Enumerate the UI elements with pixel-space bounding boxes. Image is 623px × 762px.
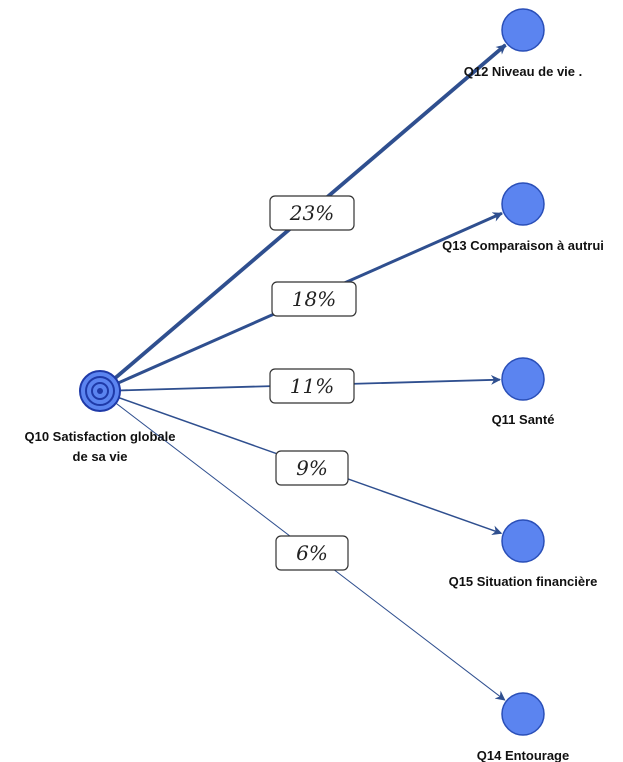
edge-label-q12: 23% [289,201,334,225]
node-q13[interactable] [501,182,545,226]
edge-label-box-q13 [271,281,357,317]
edge-label-box-q14 [275,535,349,571]
node-q15[interactable] [501,519,545,563]
edge-label-q14: 6% [296,541,328,565]
node-label-q15: Q15 Situation financière [449,574,598,589]
edge-labels-layer: 23% 18% 11% 9% 6% [269,195,357,571]
source-label-line-2: de sa vie [73,449,128,464]
edge-label-box-q12 [269,195,355,231]
source-label-line-1: Q10 Satisfaction globale [25,429,176,444]
edge-label-box-q11 [269,368,355,404]
source-node-ring-3 [91,382,109,400]
edge-label-box-q15 [275,450,349,486]
source-node-core [97,388,103,394]
node-label-q13: Q13 Comparaison à autrui [442,238,604,253]
edge-label-q11: 11% [290,374,334,398]
node-label-q11: Q11 Santé [492,412,555,427]
nodes-layer: Q12 Niveau de vie . Q13 Comparaison à aut… [442,8,604,762]
node-q14[interactable] [501,692,545,736]
source-node-ring-2 [85,376,115,406]
node-label-q14: Q14 Entourage [477,748,569,762]
edge-label-q13: 18% [292,287,336,311]
node-q12[interactable] [501,8,545,52]
source-node[interactable] [79,370,121,412]
edge-label-q15: 9% [296,456,328,480]
node-label-q12: Q12 Niveau de vie . [464,64,583,79]
node-q11[interactable] [501,357,545,401]
